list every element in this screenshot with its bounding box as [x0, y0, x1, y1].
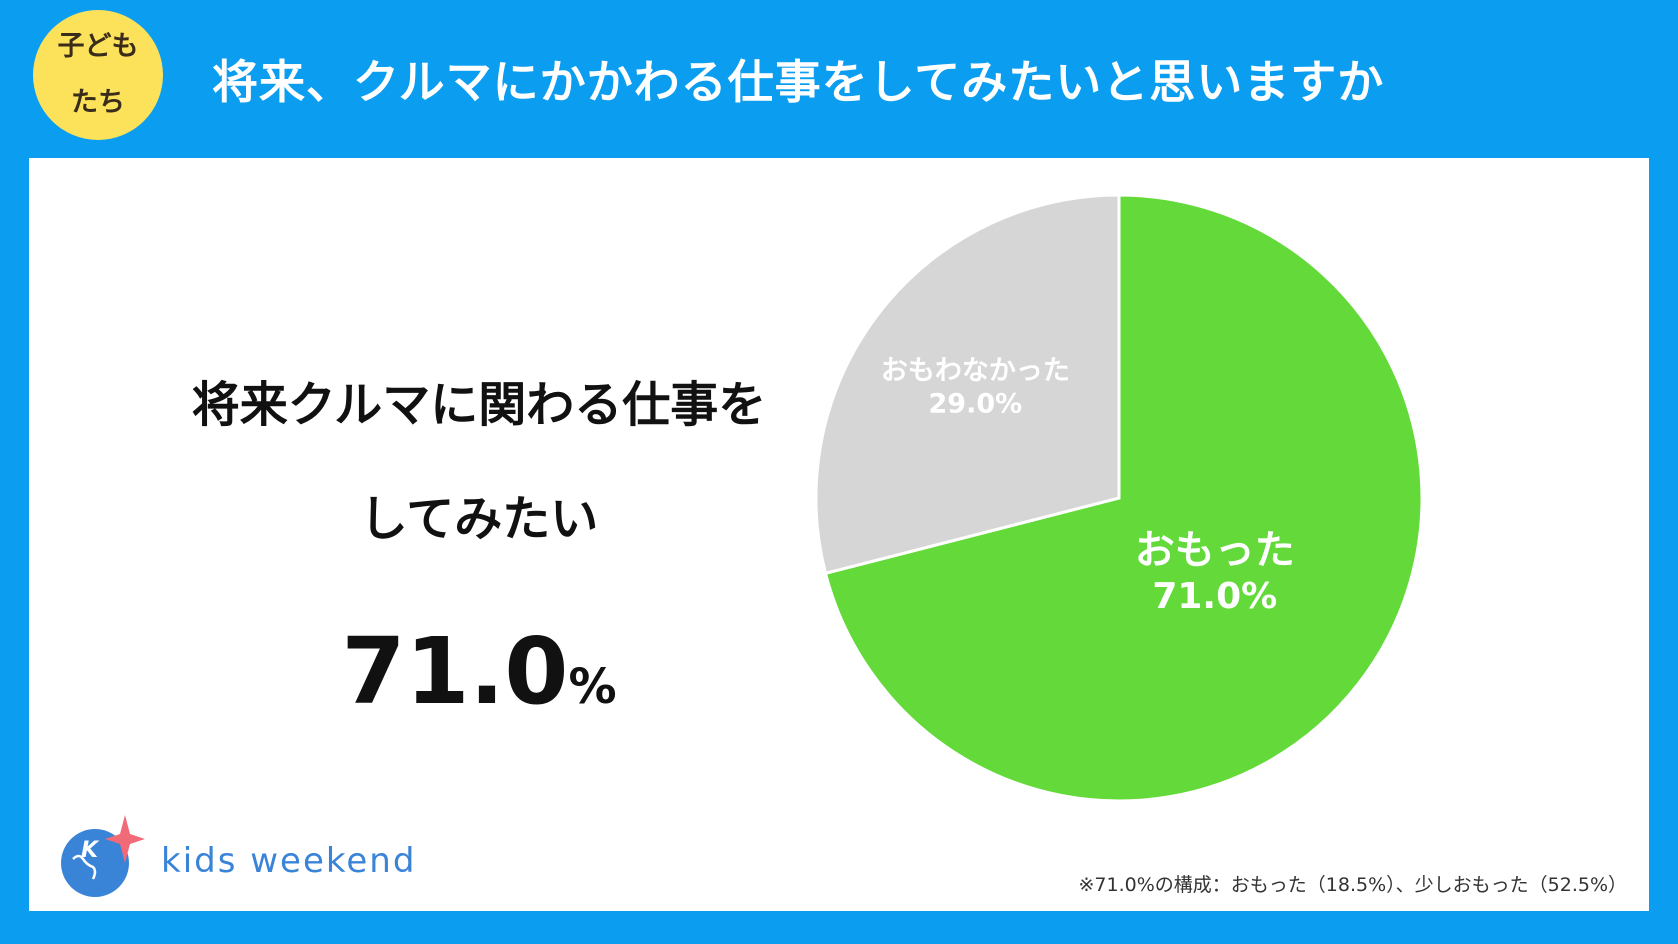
badge-line-2: たち	[71, 87, 125, 118]
category-badge: 子ども たち	[33, 10, 163, 140]
brand: K kids weekend	[59, 813, 416, 899]
content-panel: 将来クルマに関わる仕事を してみたい 71.0% おもった 71.0% おもわなかっ…	[29, 158, 1649, 911]
pie-slice-1	[823, 193, 1424, 803]
headline-line-2: してみたい	[359, 491, 599, 547]
logo-letter: K	[81, 838, 100, 863]
headline-line-1: 将来クルマに関わる仕事を	[191, 377, 767, 433]
headline-value-unit: %	[568, 659, 617, 715]
pie-slice-value-1: 71.0%	[1152, 576, 1277, 617]
pie-slice-2	[814, 193, 1121, 576]
page-title: 将来、クルマにかかわる仕事をしてみたいと思いますか	[212, 55, 1385, 109]
headline: 将来クルマに関わる仕事を してみたい	[129, 348, 829, 576]
badge-line-1: 子ども	[57, 31, 139, 62]
kids-weekend-logo-icon: K	[61, 815, 145, 897]
footnote: ※71.0%の構成：おもった（18.5%）、少しおもった（52.5%）	[1078, 874, 1628, 896]
brand-name: kids weekend	[161, 841, 417, 881]
pie-slice-value-2: 29.0%	[929, 389, 1023, 420]
headline-value-number: 71.0	[341, 618, 569, 725]
pie-slice-label-1: おもった	[1135, 527, 1295, 573]
pie-slice-label-2: おもわなかった	[881, 356, 1070, 387]
headline-value: 71.0%	[129, 618, 829, 725]
